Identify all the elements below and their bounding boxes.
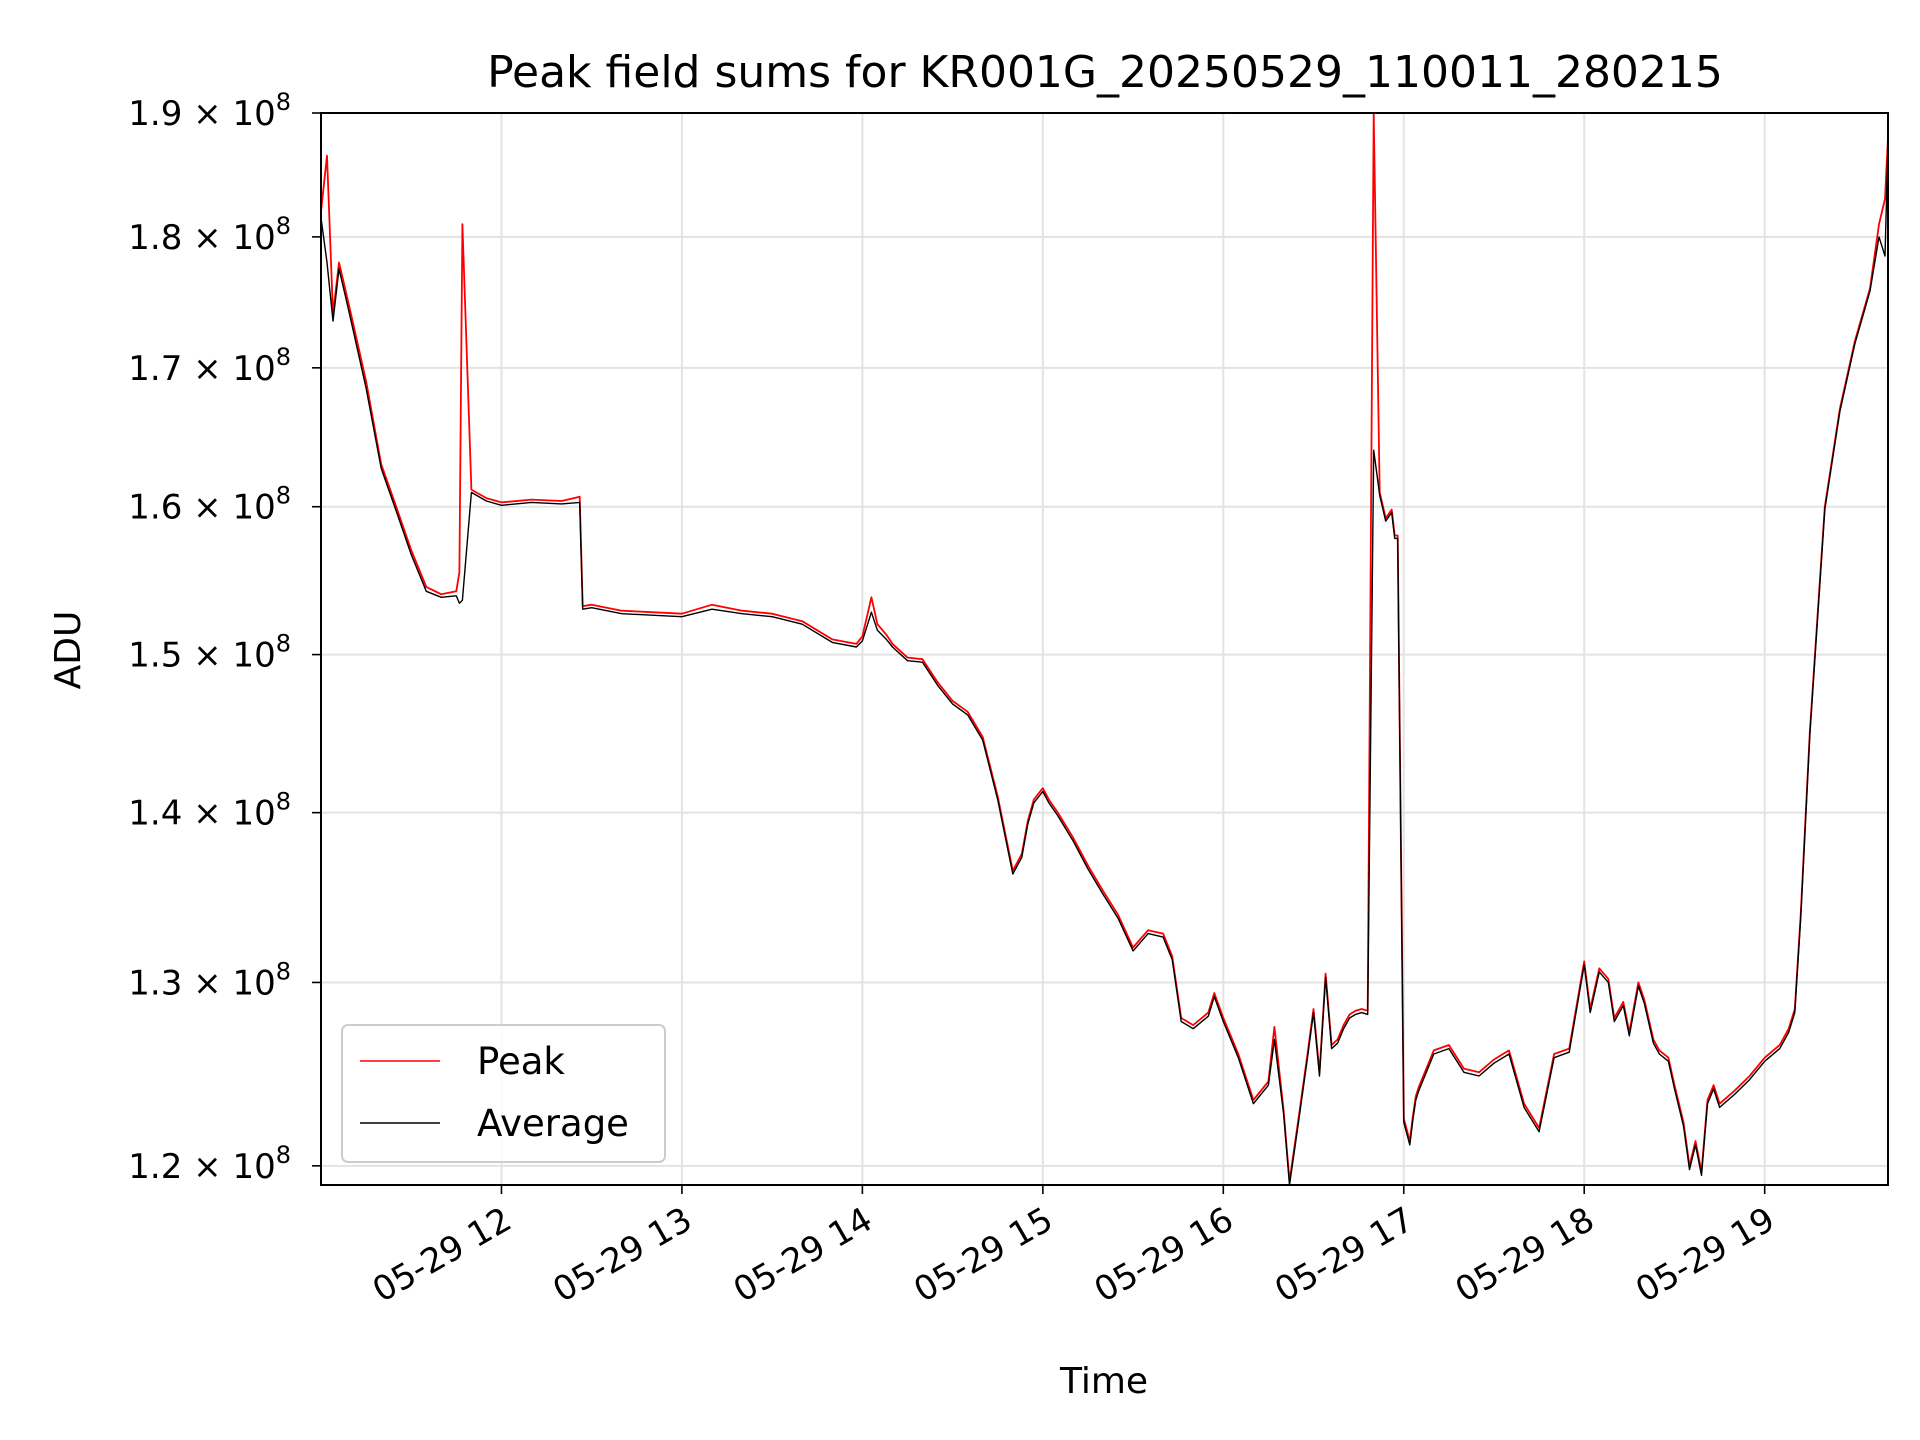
y-tick-mantissa: 1.2 [128, 1147, 182, 1187]
y-tick-label: 1.6 × 108 [128, 482, 291, 528]
y-tick-mantissa: 1.5 [128, 636, 182, 676]
y-tick-exponent: 8 [276, 212, 291, 240]
y-tick-mantissa: 1.9 [128, 94, 182, 134]
legend-label-peak: Peak [477, 1040, 565, 1083]
y-tick-label: 1.7 × 108 [128, 343, 291, 389]
y-tick-times-ten: × 10 [182, 636, 275, 676]
y-tick-times-ten: × 10 [182, 963, 275, 1003]
series-line-average [321, 143, 1888, 1185]
y-tick-label: 1.4 × 108 [128, 788, 291, 834]
y-tick-times-ten: × 10 [182, 349, 275, 389]
y-tick-label: 1.8 × 108 [128, 212, 291, 258]
series-layer [321, 113, 1888, 1185]
y-tick-mantissa: 1.6 [128, 488, 182, 528]
y-tick-exponent: 8 [276, 957, 291, 985]
y-tick-times-ten: × 10 [182, 488, 275, 528]
y-tick-exponent: 8 [276, 1141, 291, 1169]
y-tick-mantissa: 1.3 [128, 963, 182, 1003]
x-axis-label: Time [1059, 1361, 1148, 1402]
chart-title: Peak field sums for KR001G_20250529_1100… [487, 47, 1723, 98]
y-tick-exponent: 8 [276, 788, 291, 816]
y-tick-times-ten: × 10 [182, 218, 275, 258]
y-tick-exponent: 8 [276, 88, 291, 116]
legend: Peak Average [341, 1024, 666, 1163]
y-tick-exponent: 8 [276, 482, 291, 510]
y-tick-label: 1.3 × 108 [128, 957, 291, 1003]
y-tick-exponent: 8 [276, 343, 291, 371]
y-tick-mantissa: 1.8 [128, 218, 182, 258]
y-tick-label: 1.9 × 108 [128, 88, 291, 134]
y-tick-mantissa: 1.7 [128, 349, 182, 389]
y-tick-label: 1.5 × 108 [128, 630, 291, 676]
legend-box [341, 1024, 666, 1163]
y-axis-label: ADU [48, 611, 89, 690]
y-tick-times-ten: × 10 [182, 794, 275, 834]
y-tick-times-ten: × 10 [182, 94, 275, 134]
y-tick-label: 1.2 × 108 [128, 1141, 291, 1187]
y-tick-exponent: 8 [276, 630, 291, 658]
tick-marks [312, 112, 1766, 1194]
legend-label-average: Average [477, 1102, 629, 1145]
plot-frame [320, 112, 1889, 1186]
y-tick-mantissa: 1.4 [128, 794, 182, 834]
y-tick-times-ten: × 10 [182, 1147, 275, 1187]
